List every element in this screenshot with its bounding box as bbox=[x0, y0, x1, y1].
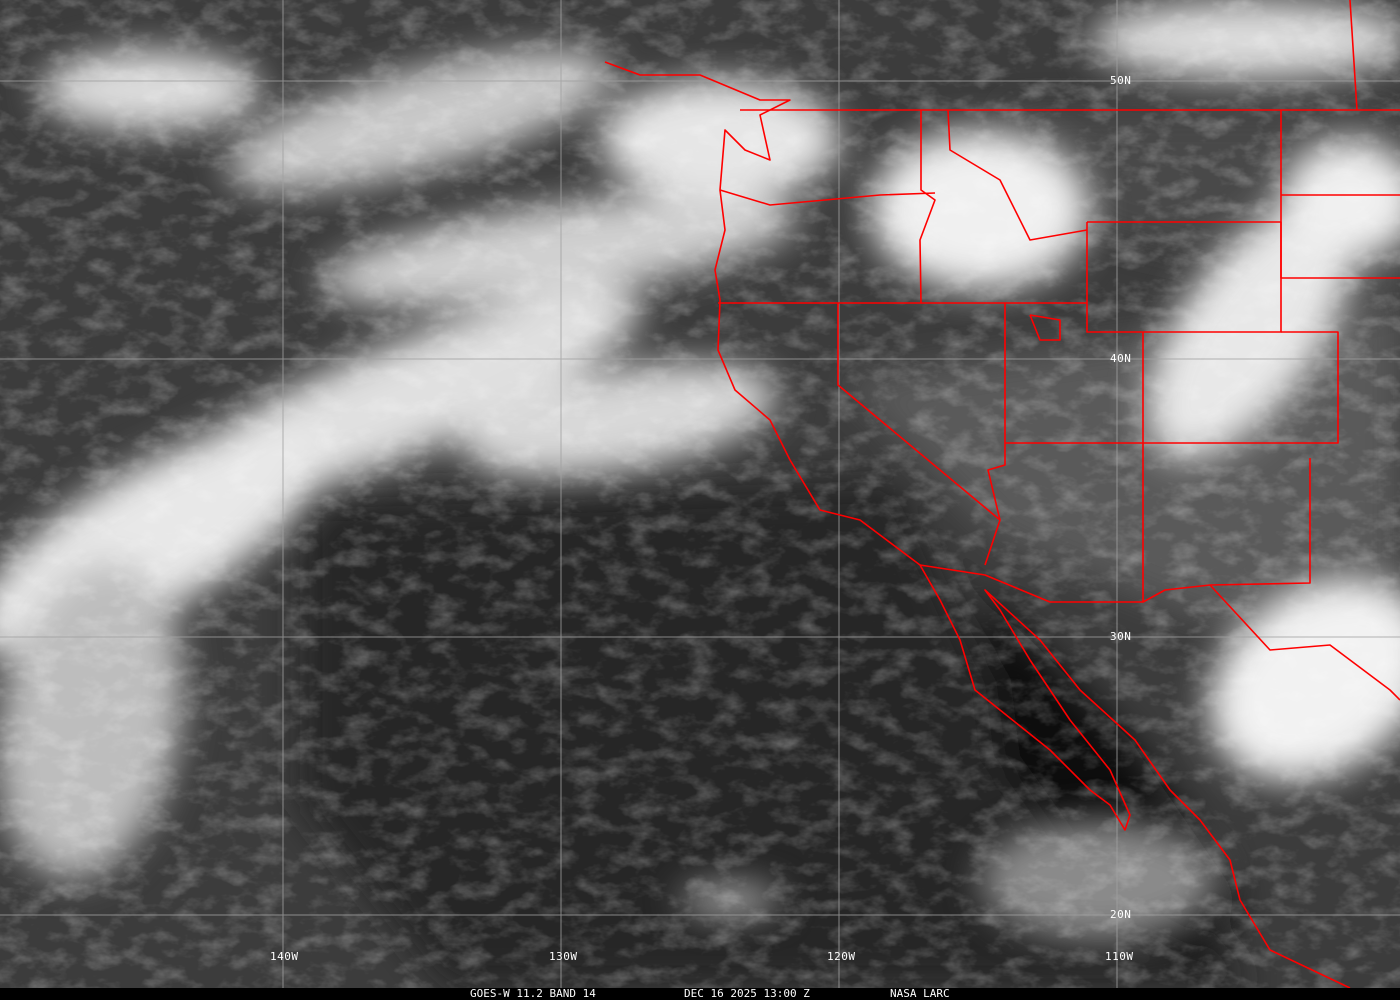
lat-label-50n: 50N bbox=[1110, 74, 1132, 87]
lat-label-20n: 20N bbox=[1110, 908, 1132, 921]
coastline bbox=[604, 61, 1351, 989]
political-borders bbox=[604, 0, 1400, 989]
caption-source: NASA LARC bbox=[890, 987, 950, 1000]
caption-datetime: DEC 16 2025 13:00 Z bbox=[684, 987, 810, 1000]
caption-product: GOES-W 11.2 BAND 14 bbox=[470, 987, 596, 1000]
lat-label-40n: 40N bbox=[1110, 352, 1132, 365]
lon-label-140w: 140W bbox=[270, 950, 299, 963]
caption-bar: GOES-W 11.2 BAND 14 DEC 16 2025 13:00 Z … bbox=[0, 988, 1400, 1000]
lon-label-130w: 130W bbox=[549, 950, 578, 963]
lon-label-120w: 120W bbox=[827, 950, 856, 963]
lat-label-30n: 30N bbox=[1110, 630, 1132, 643]
lon-label-110w: 110W bbox=[1105, 950, 1134, 963]
